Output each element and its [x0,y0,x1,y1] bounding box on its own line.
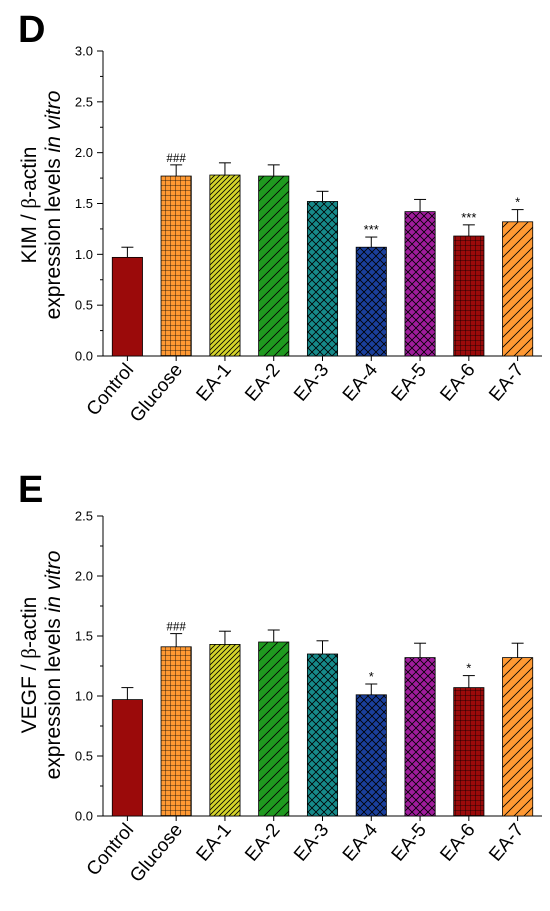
x-tick-label: EA-7 [485,360,528,406]
bar-ea-2 [258,641,290,817]
bar-ea-6 [453,687,485,817]
bar-ea-4 [355,694,387,817]
bar-ea-5 [404,657,436,817]
bar-ea-7 [502,221,534,357]
panel-letter-d: D [18,9,45,51]
bar-ea-5 [404,211,436,357]
bar-control [111,256,143,357]
bar-ea-1 [209,644,241,817]
chart-panel-e: E VEGF / β-actin expression levels in vi… [17,469,542,887]
significance-annotation: * [466,661,471,676]
y-tick-label: 2.0 [75,145,93,160]
x-tick-label: EA-5 [388,360,431,406]
y-tick-label: 0.5 [75,749,93,764]
y-axis-label-d-line2: expression levels in vitro [42,90,65,319]
bar-ea-7 [502,657,534,817]
y-tick-label: 0.0 [75,349,93,364]
y-tick-label: 1.5 [75,196,93,211]
x-tick-label: Glucose [126,360,187,427]
significance-annotation: *** [364,222,379,237]
y-tick-label: 2.0 [75,569,93,584]
bar-ea-6 [453,235,485,357]
bar-ea-1 [209,174,241,357]
x-tick-label: EA-5 [388,820,431,866]
bar-control [111,699,143,817]
bar-ea-4 [355,246,387,357]
bar-ea-3 [306,653,339,817]
significance-annotation: * [369,669,374,684]
y-axis-label-e-line1: VEGF / β-actin [17,597,41,734]
x-tick-label: EA-4 [339,819,383,865]
y-tick-label: 2.5 [75,94,93,109]
chart-panel-d: D KIM / β-actin expression levels in vit… [17,9,542,427]
y-axis-label-d-line1: KIM / β-actin [17,147,41,264]
y-axis-label-e-line2: expression levels in vitro [42,550,65,779]
y-tick-label: 1.5 [75,629,93,644]
y-tick-label: 3.0 [75,44,93,59]
y-tick-label: 1.0 [75,247,93,262]
x-tick-label: EA-2 [241,360,284,406]
bar-glucose [160,175,192,357]
x-tick-label: EA-2 [241,820,284,866]
x-tick-label: EA-4 [339,359,383,405]
significance-annotation: ### [166,619,186,634]
x-tick-label: EA-6 [436,820,479,866]
x-tick-label: EA-6 [436,360,479,406]
significance-annotation: *** [461,210,476,225]
x-tick-label: EA-3 [290,820,333,866]
panel-letter-e: E [18,469,43,511]
y-tick-label: 0.5 [75,298,93,313]
bar-ea-3 [306,201,339,357]
y-tick-label: 1.0 [75,689,93,704]
y-tick-label: 2.5 [75,509,93,524]
x-tick-label: EA-1 [193,360,236,406]
significance-annotation: * [515,195,520,210]
x-tick-label: EA-1 [193,820,236,866]
x-tick-label: EA-3 [290,360,333,406]
x-tick-label: Glucose [126,820,187,887]
x-tick-label: EA-7 [485,820,528,866]
bar-ea-2 [258,175,290,357]
y-tick-label: 0.0 [75,809,93,824]
bar-glucose [160,646,192,817]
significance-annotation: ### [166,150,186,165]
